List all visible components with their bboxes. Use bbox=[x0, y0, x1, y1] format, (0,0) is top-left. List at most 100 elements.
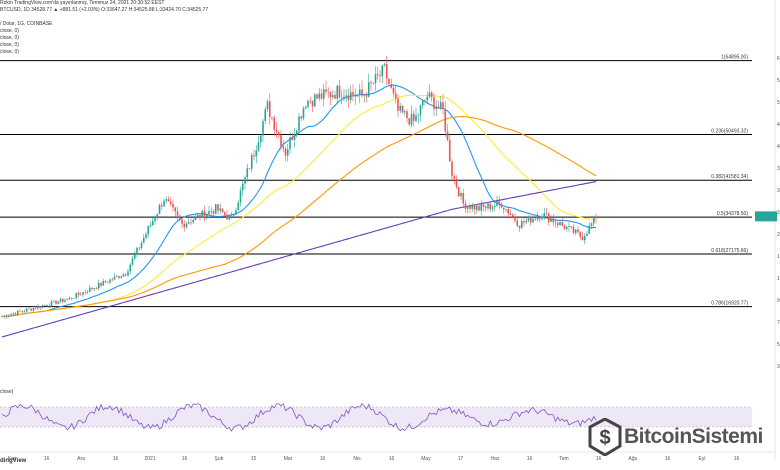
candle-body bbox=[232, 214, 235, 216]
candle-body bbox=[214, 204, 217, 214]
candle-body bbox=[415, 115, 417, 121]
ma200-line bbox=[1, 181, 597, 338]
candle-body bbox=[370, 82, 372, 84]
candle-body bbox=[367, 82, 370, 97]
candle-body bbox=[149, 225, 152, 227]
time-tick: Haz bbox=[491, 456, 500, 462]
candle-body bbox=[241, 183, 244, 191]
chart-header-publisher: Rokin TradingView.com'da yayınlanmış, Te… bbox=[0, 0, 165, 6]
candle-body bbox=[156, 214, 159, 219]
candle-body bbox=[41, 305, 44, 308]
candle-body bbox=[523, 221, 525, 223]
candle-body bbox=[142, 237, 145, 243]
candle-body bbox=[235, 210, 237, 215]
candle-body bbox=[165, 199, 168, 201]
candle-body bbox=[160, 205, 163, 207]
time-tick: Eyl bbox=[699, 456, 706, 462]
candle-body bbox=[536, 216, 539, 220]
candle-body bbox=[307, 100, 309, 107]
candle-body bbox=[309, 100, 312, 102]
candle-body bbox=[561, 222, 564, 226]
tradingview-footer: dingView bbox=[0, 458, 27, 464]
candle-body bbox=[455, 178, 458, 188]
candle-body bbox=[151, 220, 154, 226]
candle-body bbox=[352, 91, 354, 95]
candle-body bbox=[284, 148, 287, 156]
candle-body bbox=[239, 190, 242, 203]
candle-body bbox=[520, 221, 523, 228]
candle-body bbox=[154, 218, 156, 221]
candle-body bbox=[565, 226, 568, 230]
candle-body bbox=[453, 176, 456, 179]
candle-body bbox=[194, 216, 197, 220]
candle-body bbox=[550, 218, 552, 222]
candle-body bbox=[583, 236, 586, 241]
candle-body bbox=[248, 168, 251, 169]
candle-body bbox=[446, 131, 449, 140]
candle-body bbox=[84, 292, 87, 293]
candle-body bbox=[266, 101, 269, 110]
candle-body bbox=[210, 211, 213, 212]
candle-body bbox=[394, 93, 397, 99]
time-tick: Tem bbox=[559, 456, 568, 462]
candle-body bbox=[493, 206, 496, 208]
candle-body bbox=[588, 225, 591, 234]
candle-body bbox=[430, 92, 433, 98]
candle-body bbox=[311, 101, 314, 107]
bitcoinsistemi-watermark: $ BitcoinSistemi bbox=[588, 418, 778, 458]
candle-body bbox=[469, 206, 471, 209]
candle-body bbox=[250, 155, 253, 169]
candle-body bbox=[282, 146, 285, 149]
time-tick: Nis bbox=[353, 456, 361, 462]
candle-body bbox=[122, 274, 125, 277]
candle-body bbox=[12, 313, 15, 315]
candle-body bbox=[259, 135, 262, 143]
candle-body bbox=[10, 314, 12, 316]
candle-body bbox=[127, 271, 129, 276]
candle-body bbox=[595, 216, 597, 219]
candle-body bbox=[437, 106, 440, 108]
candle-body bbox=[343, 96, 345, 98]
candle-body bbox=[19, 310, 21, 312]
candle-body bbox=[334, 95, 336, 99]
candle-body bbox=[293, 134, 296, 141]
candle-body bbox=[482, 204, 485, 207]
candle-body bbox=[190, 222, 192, 223]
candle-body bbox=[183, 223, 186, 228]
candle-body bbox=[86, 292, 89, 293]
candle-body bbox=[302, 108, 305, 119]
price-tick: 3 bbox=[777, 188, 780, 194]
candle-body bbox=[145, 234, 147, 238]
candle-body bbox=[118, 276, 120, 279]
candle-body bbox=[50, 301, 53, 306]
candle-body bbox=[349, 91, 352, 101]
candle-body bbox=[253, 155, 255, 157]
candle-body bbox=[327, 91, 330, 93]
price-tick: 9 bbox=[777, 298, 780, 304]
candle-body bbox=[514, 216, 516, 221]
candle-body bbox=[541, 217, 543, 220]
candle-body bbox=[556, 222, 559, 226]
candle-body bbox=[563, 225, 566, 230]
candle-body bbox=[376, 74, 379, 76]
candle-body bbox=[147, 226, 150, 235]
candle-body bbox=[322, 89, 325, 99]
candle-body bbox=[264, 109, 267, 122]
candle-body bbox=[95, 288, 98, 289]
candle-body bbox=[318, 93, 321, 99]
price-tick: 3 bbox=[777, 166, 780, 172]
candle-body bbox=[82, 292, 84, 295]
time-tick: May bbox=[421, 456, 431, 462]
candle-body bbox=[185, 223, 188, 228]
candle-body bbox=[111, 279, 114, 281]
candle-body bbox=[529, 216, 532, 223]
candle-body bbox=[491, 207, 494, 210]
candle-body bbox=[527, 216, 530, 221]
candle-body bbox=[457, 187, 460, 197]
candle-body bbox=[192, 219, 195, 223]
candle-body bbox=[113, 276, 116, 280]
time-tick: 16 bbox=[320, 456, 326, 462]
candle-body bbox=[577, 229, 579, 233]
candle-body bbox=[208, 211, 210, 215]
candle-body bbox=[61, 298, 64, 302]
